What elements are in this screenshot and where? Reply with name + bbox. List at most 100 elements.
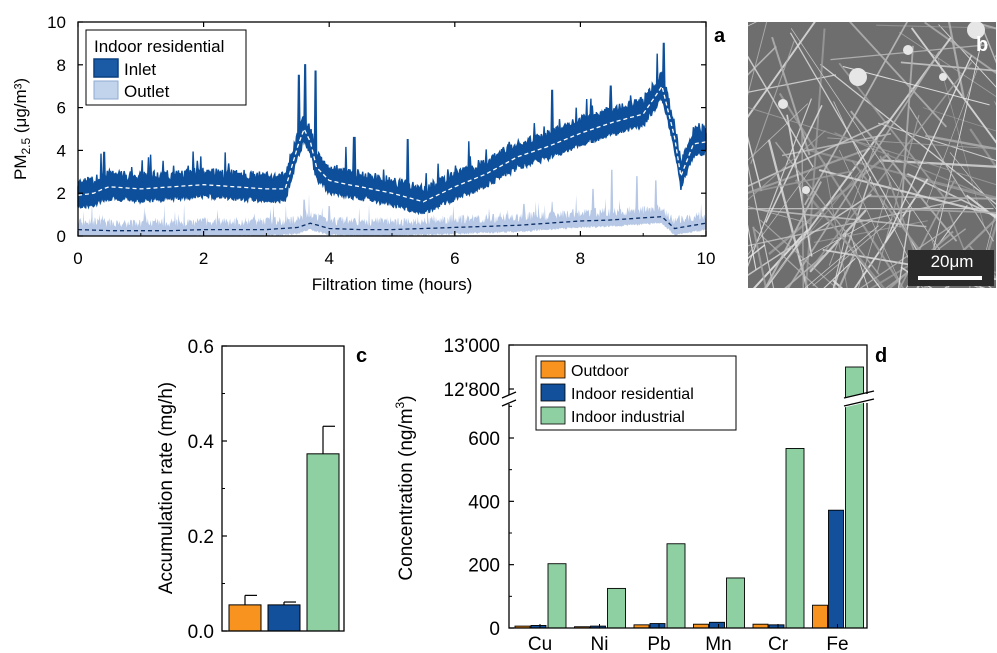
sem-fiber [750,40,795,164]
sem-fiber [784,254,825,288]
sem-fiber [748,22,768,96]
legend-label-outlet: Outlet [124,82,170,101]
sem-fiber [907,104,995,242]
panel-d-ticks: 0 200 400 600 12'800 13'000 [444,336,838,640]
sem-fiber [925,134,996,150]
sem-fiber [748,55,814,168]
sem-fiber [876,115,920,274]
sem-fiber [838,62,947,201]
x-tick-label: 8 [576,249,585,268]
bar-indoor-industrial-cu [547,563,567,629]
sem-fiber [837,248,858,288]
x-tick-label-cr: Cr [768,634,789,653]
legend-swatch-indoor-industrial [540,406,566,425]
sem-fiber [926,66,979,204]
sem-fiber [832,231,847,288]
sem-fiber [748,147,870,194]
sem-fiber [752,227,819,288]
x-tick-label: 10 [697,249,716,268]
panel-a-letter: a [714,25,726,47]
sem-fiber [812,218,893,287]
sem-fiber [748,22,816,119]
axis-break-gap [842,390,876,408]
x-tick-label: 2 [199,249,208,268]
bar-indoor-residential-pb [649,623,666,629]
sem-fiber [947,22,965,98]
y-tick-label: 600 [468,429,500,450]
panel-b-letter: b [976,34,989,56]
sem-fiber [848,22,948,128]
legend-label-indoor-industrial: Indoor industrial [571,409,685,426]
y-tick-label: 2 [57,184,66,203]
panel-d-y-axis-label: Concentration (ng/m3) [393,395,417,580]
y-tick-label: 13'000 [444,336,500,357]
sem-particle [778,99,788,109]
x-tick-label-mn: Mn [705,634,731,653]
bar-outdoor-fe [812,604,828,629]
sem-fiber [949,152,996,210]
panel-c-bar-chart: 0.0 0.2 0.4 0.6 Accumulation rate (mg/h) c [156,337,367,643]
x-tick-label-pb: Pb [647,634,670,653]
panel-d-legend-box [535,355,737,431]
legend-swatch-outdoor [540,360,566,379]
panel-a-legend-title: Indoor residential [94,37,224,56]
sem-fiber [857,181,891,288]
legend-swatch-outlet [93,80,119,100]
bar-indoor-industrial-cr [785,448,805,629]
sem-fiber [748,107,996,186]
sem-fiber [778,92,905,288]
x-tick-label-ni: Ni [591,634,609,653]
scalebar-label: 20μm [930,252,974,271]
panel-c-letter: c [356,345,367,367]
sem-fiber [980,23,996,64]
sem-fiber [877,122,996,162]
y-tick-label: 12'800 [444,380,500,401]
sem-fiber [899,45,914,228]
panel-a-y-axis-label: PM2.5 (μg/m³) [11,78,33,180]
legend-swatch-indoor-residential [540,383,566,402]
panel-a-ticks: 0 2 4 6 8 10 0 2 4 6 8 10 [47,13,715,268]
sem-fiber [748,206,810,224]
sem-fiber [809,61,973,271]
x-tick-label: 4 [324,249,333,268]
legend-label-outdoor: Outdoor [571,363,629,380]
sem-fiber [748,119,891,187]
sem-fiber [869,255,926,288]
panel-c-ticks: 0.0 0.2 0.4 0.6 [188,337,227,643]
y-tick-label: 0.2 [188,527,214,548]
sem-fiber [748,98,812,268]
sem-fiber [804,28,826,288]
bar-indoor-residential-fe [828,509,844,629]
sem-particle [849,68,867,86]
sem-fiber [748,103,809,161]
y-tick-label: 0.4 [188,432,215,453]
y-tick-label: 6 [57,99,66,118]
sem-fiber [763,169,863,288]
sem-fiber [748,170,854,194]
sem-fiber [969,22,996,30]
x-tick-label-cu: Cu [528,634,552,653]
sem-fiber [755,208,927,228]
sem-fiber [764,181,822,288]
sem-fiber [842,65,990,106]
y-tick-label: 8 [57,56,66,75]
sem-fiber [804,225,879,288]
sem-fiber [752,229,809,288]
sem-fiber [897,210,911,288]
inlet-series-trend [77,84,707,203]
sem-fiber [850,234,869,288]
outlet-series-trend [77,216,707,232]
sem-fiber [866,195,996,200]
sem-fiber [851,160,950,288]
sem-fiber [767,139,809,288]
sem-fiber [924,22,996,75]
legend-label-indoor-residential: Indoor residential [571,386,694,403]
x-tick-label: 6 [450,249,459,268]
bar-indoor-industrial-mn [726,577,745,629]
y-tick-label: 0 [57,227,66,246]
sem-particle [802,186,810,194]
outlet-series-band [78,169,706,236]
panel-b-sem-image: 20μm b [748,22,996,288]
sem-particle [903,45,913,55]
